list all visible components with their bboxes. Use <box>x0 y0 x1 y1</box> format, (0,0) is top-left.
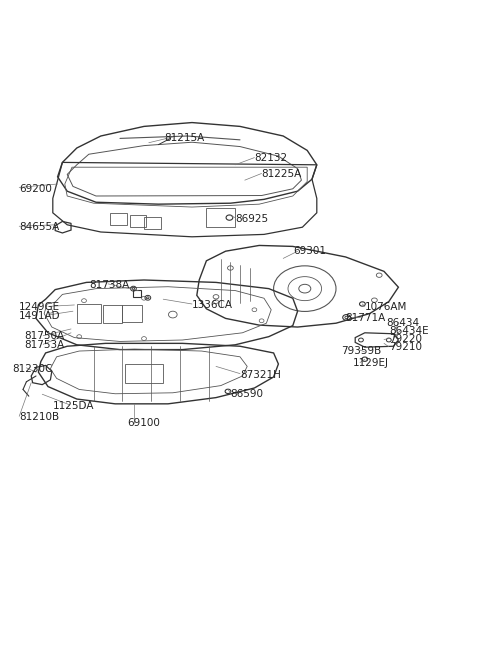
Text: 1491AD: 1491AD <box>19 311 61 321</box>
Text: 1125DA: 1125DA <box>53 401 94 411</box>
Text: 86434: 86434 <box>386 318 420 328</box>
Text: 81225A: 81225A <box>262 169 302 179</box>
Text: 69301: 69301 <box>293 246 326 256</box>
Text: 1249GE: 1249GE <box>19 302 60 312</box>
Text: 81210B: 81210B <box>19 412 60 422</box>
Text: 81771A: 81771A <box>346 314 386 323</box>
Text: 87321H: 87321H <box>240 369 281 380</box>
Text: 1336CA: 1336CA <box>192 300 233 310</box>
Text: 81750A: 81750A <box>24 331 64 341</box>
Text: 69100: 69100 <box>127 418 160 428</box>
Text: 81215A: 81215A <box>165 133 205 144</box>
Text: 86590: 86590 <box>230 389 264 399</box>
Text: 86925: 86925 <box>235 214 268 224</box>
Text: 81230C: 81230C <box>12 364 52 374</box>
Text: 82132: 82132 <box>254 153 288 163</box>
Text: 81738A: 81738A <box>89 280 129 290</box>
Text: 81753A: 81753A <box>24 340 64 350</box>
Text: 84655A: 84655A <box>19 222 60 232</box>
Text: 79359B: 79359B <box>341 346 381 356</box>
Text: 69200: 69200 <box>19 184 52 194</box>
Text: 86434E: 86434E <box>389 326 429 336</box>
Text: 79220: 79220 <box>389 334 422 344</box>
Text: 79210: 79210 <box>389 342 422 352</box>
Text: 1129EJ: 1129EJ <box>353 358 389 368</box>
Text: 1076AM: 1076AM <box>365 302 407 312</box>
